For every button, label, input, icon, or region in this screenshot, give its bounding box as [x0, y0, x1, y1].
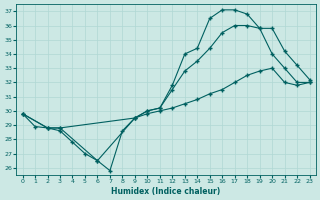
X-axis label: Humidex (Indice chaleur): Humidex (Indice chaleur) [111, 187, 221, 196]
